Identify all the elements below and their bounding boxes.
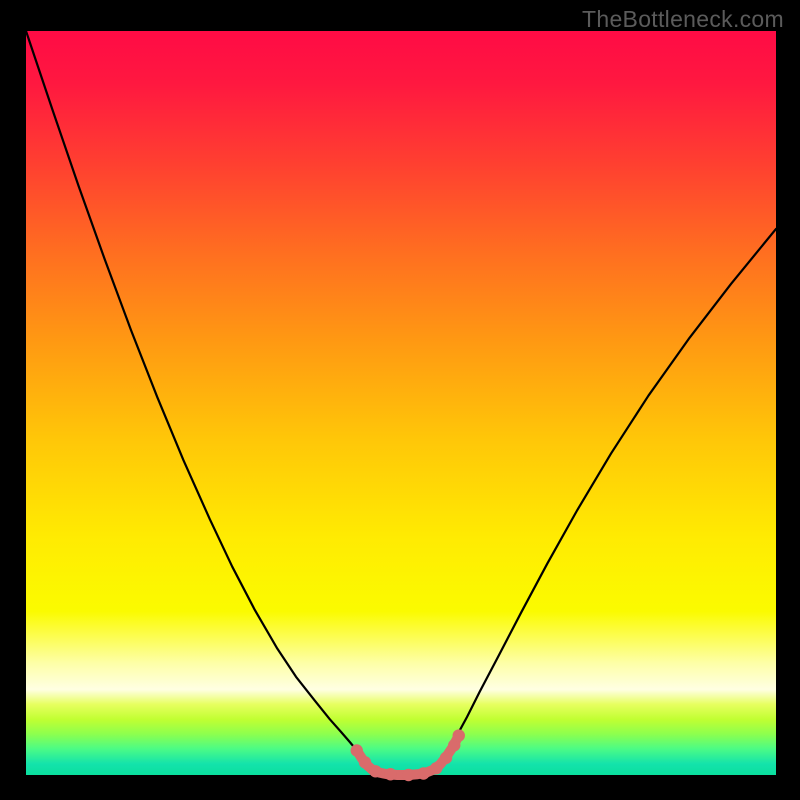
gradient-plot-area: [26, 31, 776, 775]
chart-root: TheBottleneck.com: [0, 0, 800, 800]
watermark-text: TheBottleneck.com: [582, 6, 784, 33]
